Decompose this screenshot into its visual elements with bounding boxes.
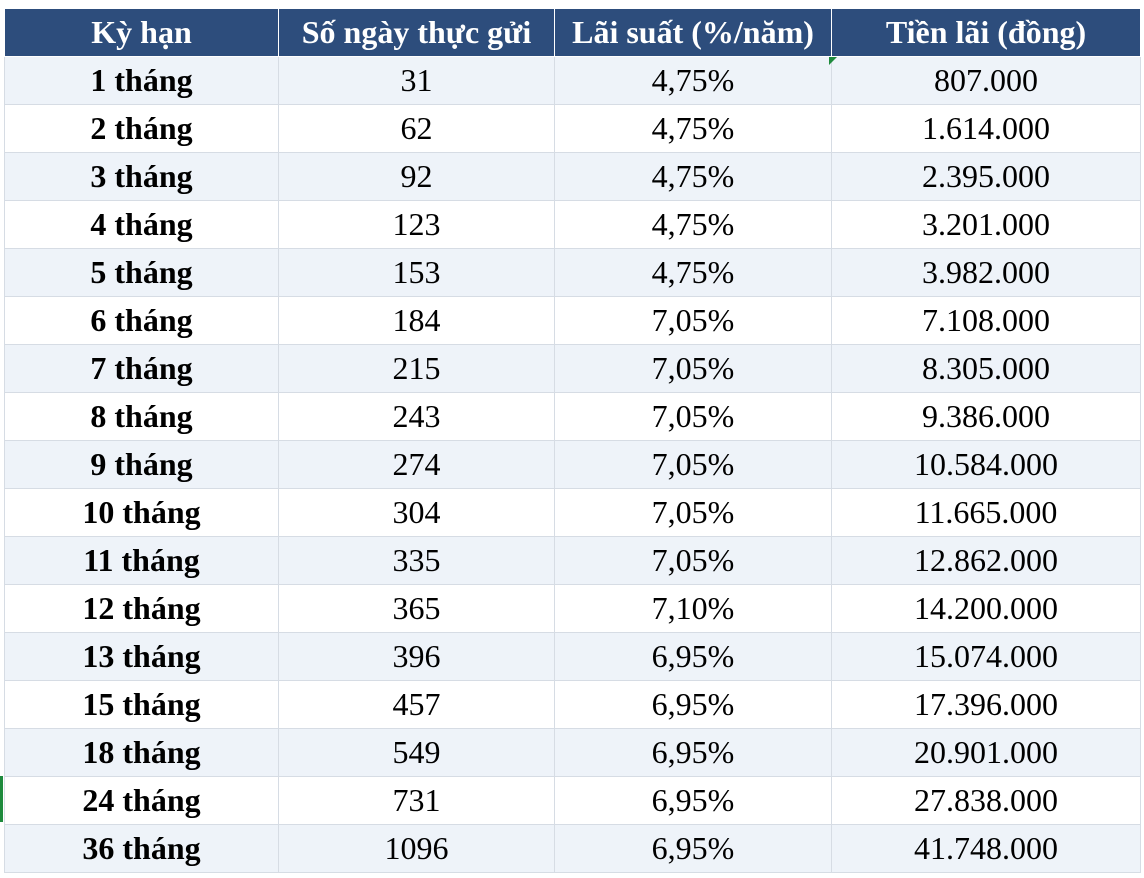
table-cell[interactable]: 4,75%	[554, 200, 832, 249]
table-cell[interactable]: 123	[278, 200, 555, 249]
table-cell[interactable]: 17.396.000	[831, 680, 1141, 729]
table-cell[interactable]: 10 tháng	[4, 488, 279, 537]
table-cell[interactable]: 15 tháng	[4, 680, 279, 729]
table-row: 8 tháng 243 7,05% 9.386.000	[4, 392, 1141, 441]
table-cell[interactable]: 13 tháng	[4, 632, 279, 681]
table-row: 36 tháng 1096 6,95% 41.748.000	[4, 824, 1141, 873]
table-cell[interactable]: 11 tháng	[4, 536, 279, 585]
table-cell[interactable]: 4,75%	[554, 152, 832, 201]
table-cell[interactable]: 7 tháng	[4, 344, 279, 393]
table-cell[interactable]: 3 tháng	[4, 152, 279, 201]
table-cell[interactable]: 4,75%	[554, 248, 832, 297]
table-row: 2 tháng 62 4,75% 1.614.000	[4, 104, 1141, 153]
table-cell[interactable]: 153	[278, 248, 555, 297]
table-cell[interactable]: 12 tháng	[4, 584, 279, 633]
table-cell[interactable]: 31	[278, 56, 555, 105]
table-cell[interactable]: 11.665.000	[831, 488, 1141, 537]
table-cell[interactable]: 12.862.000	[831, 536, 1141, 585]
table-cell[interactable]: 9.386.000	[831, 392, 1141, 441]
table-cell[interactable]: 215	[278, 344, 555, 393]
table-row: 9 tháng 274 7,05% 10.584.000	[4, 440, 1141, 489]
table-cell[interactable]: 2 tháng	[4, 104, 279, 153]
table-row: 1 tháng 31 4,75% 807.000	[4, 56, 1141, 105]
table-row: 4 tháng 123 4,75% 3.201.000	[4, 200, 1141, 249]
table-container: Kỳ hạn Số ngày thực gửi Lãi suất (%/năm) Ti…	[4, 8, 1141, 873]
table-row: 3 tháng 92 4,75% 2.395.000	[4, 152, 1141, 201]
table-cell[interactable]: 7,05%	[554, 440, 832, 489]
table-row: 18 tháng 549 6,95% 20.901.000	[4, 728, 1141, 777]
table-cell[interactable]: 7,05%	[554, 344, 832, 393]
interest-table: Kỳ hạn Số ngày thực gửi Lãi suất (%/năm) Ti…	[4, 8, 1141, 873]
table-cell[interactable]: 807.000	[831, 56, 1141, 105]
table-cell[interactable]: 6 tháng	[4, 296, 279, 345]
table-row: 11 tháng 335 7,05% 12.862.000	[4, 536, 1141, 585]
table-cell[interactable]: 4,75%	[554, 56, 832, 105]
table-cell[interactable]: 3.982.000	[831, 248, 1141, 297]
table-cell[interactable]: 335	[278, 536, 555, 585]
header-cell: Kỳ hạn	[4, 8, 279, 57]
table-cell[interactable]: 8 tháng	[4, 392, 279, 441]
table-cell[interactable]: 396	[278, 632, 555, 681]
table-cell[interactable]: 6,95%	[554, 824, 832, 873]
table-row: 5 tháng 153 4,75% 3.982.000	[4, 248, 1141, 297]
table-cell[interactable]: 8.305.000	[831, 344, 1141, 393]
table-cell[interactable]: 9 tháng	[4, 440, 279, 489]
table-cell[interactable]: 7.108.000	[831, 296, 1141, 345]
table-cell[interactable]: 4,75%	[554, 104, 832, 153]
table-cell[interactable]: 7,05%	[554, 536, 832, 585]
table-row: 13 tháng 396 6,95% 15.074.000	[4, 632, 1141, 681]
table-cell[interactable]: 304	[278, 488, 555, 537]
table-cell[interactable]: 184	[278, 296, 555, 345]
table-row: 10 tháng 304 7,05% 11.665.000	[4, 488, 1141, 537]
table-cell[interactable]: 24 tháng	[4, 776, 279, 825]
table-cell[interactable]: 7,10%	[554, 584, 832, 633]
header-cell: Tiền lãi (đồng)	[831, 8, 1141, 57]
table-cell[interactable]: 1 tháng	[4, 56, 279, 105]
table-body: 1 tháng 31 4,75% 807.000 2 tháng 62 4,75% 1.614…	[4, 56, 1141, 873]
table-cell[interactable]: 1.614.000	[831, 104, 1141, 153]
table-cell[interactable]: 92	[278, 152, 555, 201]
table-row: 7 tháng 215 7,05% 8.305.000	[4, 344, 1141, 393]
table-cell[interactable]: 7,05%	[554, 296, 832, 345]
table-row: 15 tháng 457 6,95% 17.396.000	[4, 680, 1141, 729]
table-cell[interactable]: 20.901.000	[831, 728, 1141, 777]
table-cell[interactable]: 3.201.000	[831, 200, 1141, 249]
table-cell[interactable]: 274	[278, 440, 555, 489]
table-row: 24 tháng 731 6,95% 27.838.000	[4, 776, 1141, 825]
header-cell: Số ngày thực gửi	[278, 8, 555, 57]
cell-marker	[829, 57, 837, 65]
table-cell[interactable]: 18 tháng	[4, 728, 279, 777]
table-cell[interactable]: 6,95%	[554, 776, 832, 825]
table-cell[interactable]: 457	[278, 680, 555, 729]
table-row: 12 tháng 365 7,10% 14.200.000	[4, 584, 1141, 633]
table-cell[interactable]: 6,95%	[554, 632, 832, 681]
table-cell[interactable]: 243	[278, 392, 555, 441]
table-row: 6 tháng 184 7,05% 7.108.000	[4, 296, 1141, 345]
table-cell[interactable]: 41.748.000	[831, 824, 1141, 873]
table-cell[interactable]: 14.200.000	[831, 584, 1141, 633]
table-cell[interactable]: 549	[278, 728, 555, 777]
table-cell[interactable]: 6,95%	[554, 728, 832, 777]
table-cell[interactable]: 6,95%	[554, 680, 832, 729]
table-cell[interactable]: 10.584.000	[831, 440, 1141, 489]
table-cell[interactable]: 731	[278, 776, 555, 825]
table-cell[interactable]: 27.838.000	[831, 776, 1141, 825]
table-cell[interactable]: 15.074.000	[831, 632, 1141, 681]
table-cell[interactable]: 2.395.000	[831, 152, 1141, 201]
table-cell[interactable]: 1096	[278, 824, 555, 873]
table-cell[interactable]: 4 tháng	[4, 200, 279, 249]
table-cell[interactable]: 7,05%	[554, 392, 832, 441]
table-cell[interactable]: 7,05%	[554, 488, 832, 537]
table-cell[interactable]: 5 tháng	[4, 248, 279, 297]
header-row: Kỳ hạn Số ngày thực gửi Lãi suất (%/năm) Ti…	[4, 8, 1141, 57]
header-cell: Lãi suất (%/năm)	[554, 8, 832, 57]
selection-indicator	[0, 776, 3, 822]
table-cell[interactable]: 62	[278, 104, 555, 153]
table-cell[interactable]: 36 tháng	[4, 824, 279, 873]
table-cell[interactable]: 365	[278, 584, 555, 633]
